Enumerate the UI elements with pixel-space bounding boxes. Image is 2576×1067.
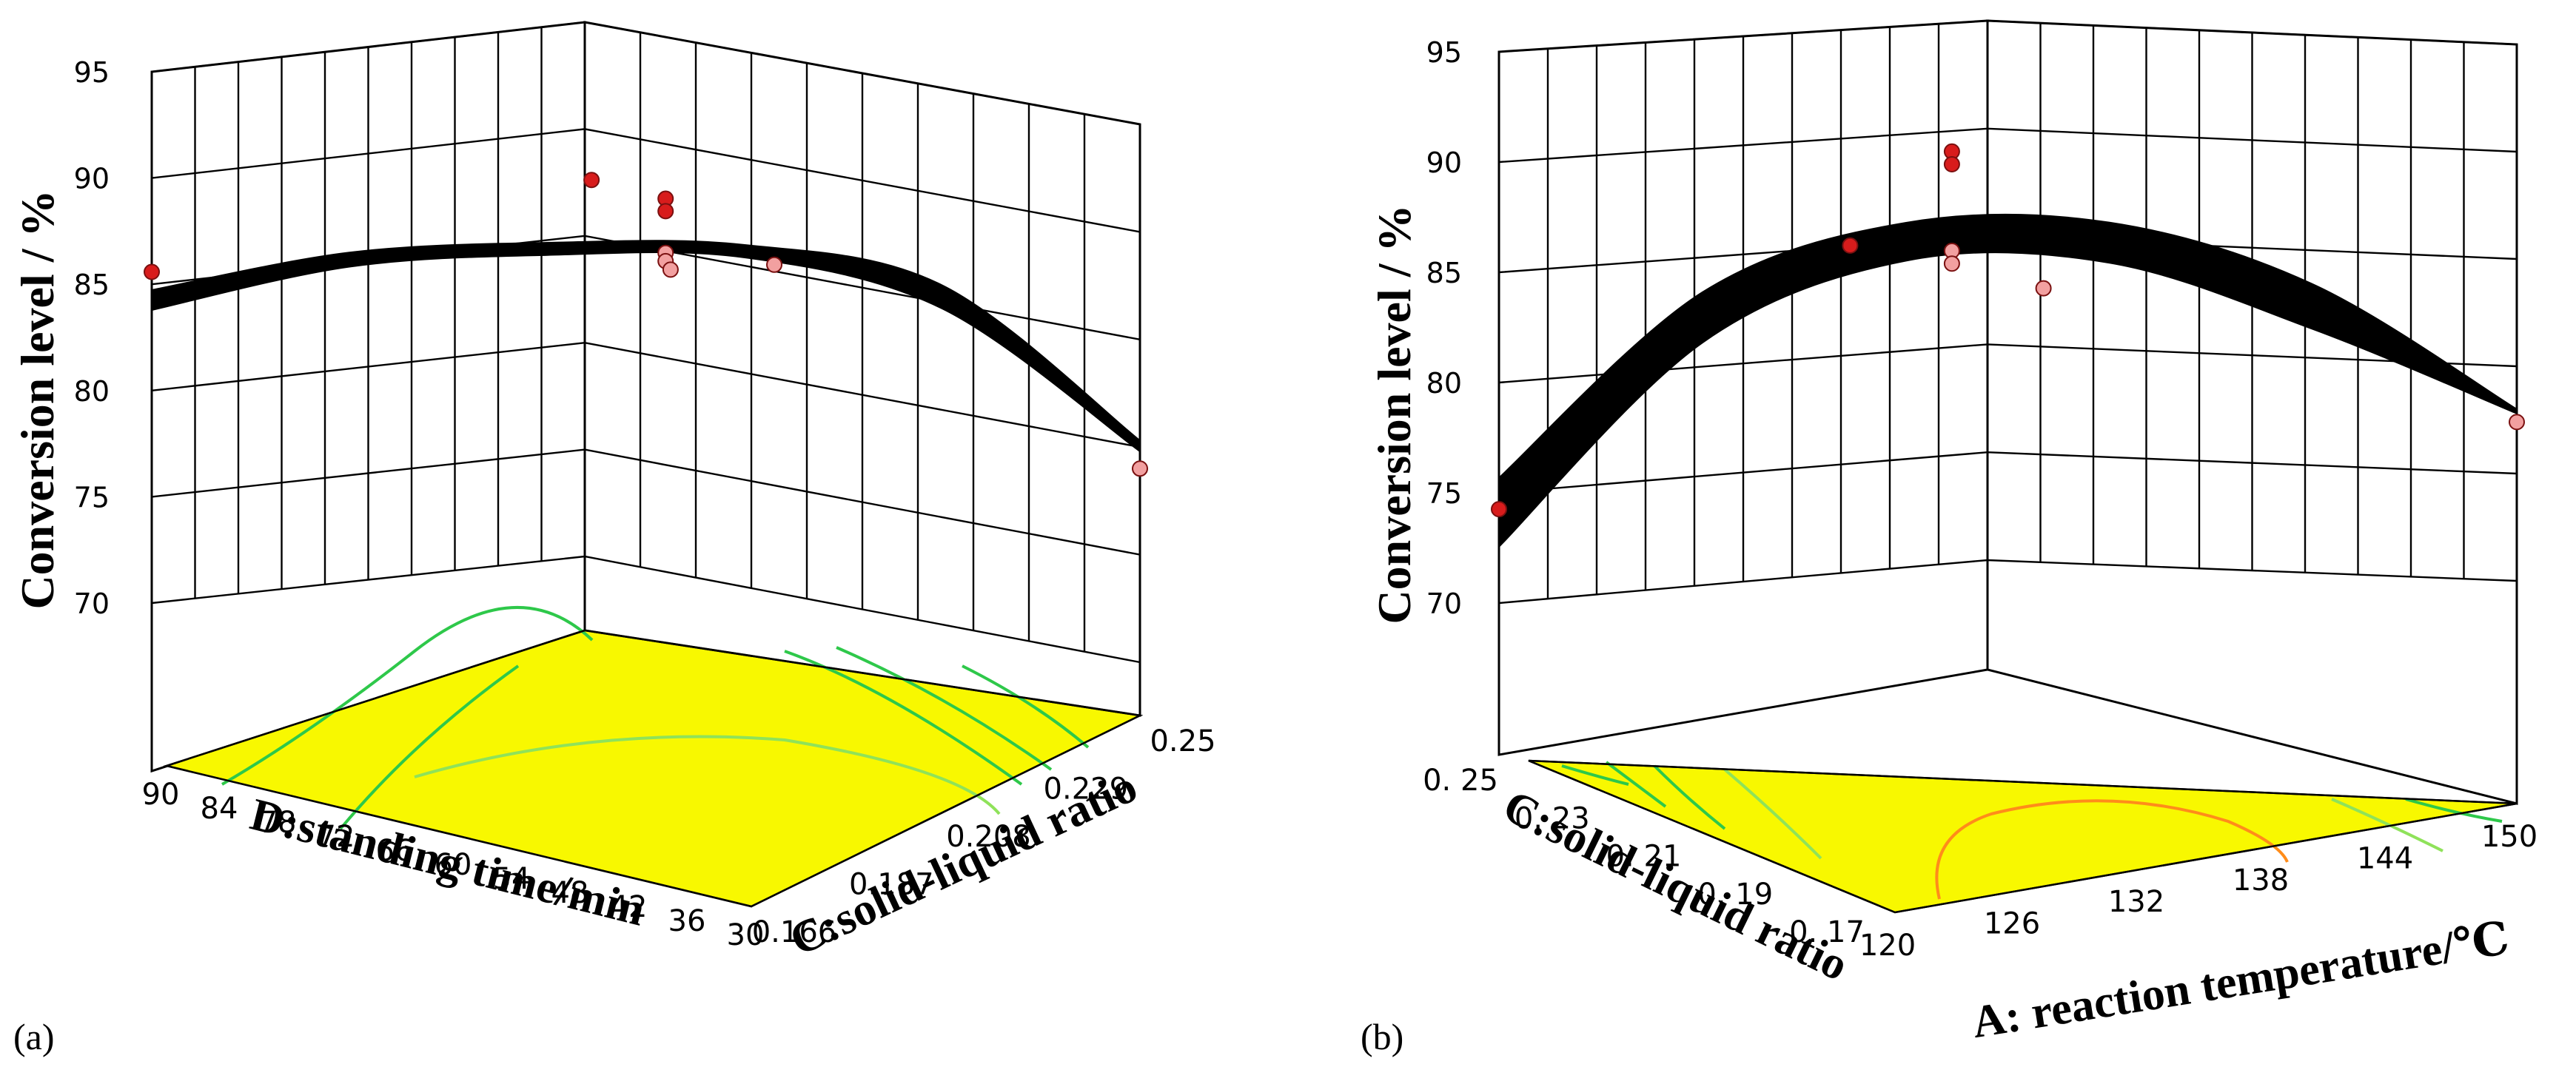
z-grid-line	[151, 128, 1141, 233]
z-tick-label: 70	[1426, 588, 1462, 620]
contour-line	[414, 735, 1001, 815]
z-grid-line	[151, 448, 1141, 556]
z-grid-line	[1498, 559, 2518, 605]
x-tick-label: 66	[376, 834, 414, 868]
z-tick-label: 90	[74, 163, 110, 195]
y-tick-label: 0.208	[946, 820, 1031, 854]
z-tick-label: 80	[1426, 367, 1462, 400]
z-tick-label: 95	[74, 56, 110, 89]
x-axis-title: A: reaction temperature/℃	[1969, 913, 2513, 1048]
x-tick-label: 60	[435, 848, 472, 882]
design-point	[1842, 237, 1859, 254]
x-tick-label: 120	[1859, 929, 1916, 963]
contour-line	[962, 664, 1090, 749]
panel-b-surface-chart: 95 90 85 80 75 70 120 126 132 138 144 150 0. 25 0. 23…	[1361, 19, 2538, 1057]
x-tick-label: 150	[2481, 820, 2538, 854]
x-tick-label: 90	[142, 778, 180, 812]
y-tick-label: 0.187	[849, 868, 934, 902]
z-axis-title: Conversion level / %	[1368, 204, 1421, 624]
design-point	[144, 263, 160, 280]
z-grid-line	[1498, 19, 2518, 53]
z-tick-label: 70	[74, 588, 110, 620]
design-point	[657, 203, 674, 220]
design-point	[583, 172, 600, 189]
panel-label: (b)	[1361, 1016, 1403, 1057]
x-tick-label: 126	[1984, 907, 2040, 941]
x-tick-label: 144	[2357, 841, 2413, 875]
y-tick-label: 0. 23	[1515, 801, 1590, 835]
y-tick-label: 0.166	[752, 915, 837, 949]
design-point	[1943, 255, 1960, 272]
contour-line	[1561, 764, 1629, 786]
contour-line	[339, 664, 520, 830]
contour-line	[1653, 764, 1726, 830]
y-tick-label: 0.25	[1150, 724, 1215, 758]
x-tick-label: 84	[201, 792, 238, 826]
y-tick-label: 0. 19	[1697, 878, 1773, 912]
x-tick-label: 36	[668, 904, 706, 938]
x-tick-label: 48	[551, 876, 589, 910]
design-point	[1132, 460, 1148, 477]
x-tick-label: 138	[2233, 864, 2289, 898]
x-tick-label: 132	[2108, 885, 2164, 919]
design-point	[1943, 156, 1960, 172]
x-tick-label: 72	[318, 820, 355, 854]
z-axis-title: Conversion level / %	[11, 189, 64, 609]
z-tick-label: 90	[1426, 147, 1462, 179]
z-grid-line	[151, 341, 1141, 448]
contour-line	[1935, 799, 2289, 900]
x-tick-label: 42	[610, 890, 648, 924]
y-tick-label: 0.229	[1044, 773, 1129, 807]
panel-label: (a)	[13, 1016, 55, 1057]
contour-line	[2331, 798, 2443, 852]
y-tick-label: 0. 21	[1606, 840, 1682, 874]
z-grid-line	[151, 21, 1141, 126]
design-point	[662, 261, 679, 278]
x-tick-label: 78	[259, 806, 297, 840]
z-grid-line	[1498, 127, 2518, 164]
contour-line	[1605, 761, 1667, 808]
design-point	[2035, 280, 2052, 297]
z-tick-label: 80	[74, 375, 110, 408]
contour-line	[784, 650, 1023, 786]
z-tick-label: 85	[74, 269, 110, 301]
contour-line	[221, 606, 594, 786]
panel-a-surface-chart: 95 90 85 80 75 70 90 84 78 72 66 60 54 48 42 36 300.166 0…	[11, 21, 1216, 1057]
z-tick-label: 75	[1426, 477, 1462, 510]
floor-outline	[163, 629, 1144, 908]
z-tick-label: 85	[1426, 257, 1462, 289]
design-point	[1491, 501, 1507, 518]
response-surface	[1498, 213, 2518, 549]
design-point	[766, 256, 782, 273]
z-tick-label: 95	[1426, 36, 1462, 69]
x-tick-label: 30	[727, 918, 765, 952]
response-surface	[151, 240, 1141, 453]
y-tick-label: 0. 17	[1789, 915, 1865, 949]
y-tick-label: 0. 25	[1423, 764, 1498, 798]
z-grid-line	[1498, 451, 2518, 494]
contour-line	[836, 646, 1053, 771]
design-point	[2509, 414, 2525, 431]
contour-line	[1723, 768, 1822, 860]
z-grid-line	[151, 555, 1141, 664]
contour-line	[2405, 798, 2503, 823]
floor-outline	[1528, 759, 2518, 914]
x-tick-label: 54	[493, 862, 531, 896]
z-tick-label: 75	[74, 481, 110, 514]
